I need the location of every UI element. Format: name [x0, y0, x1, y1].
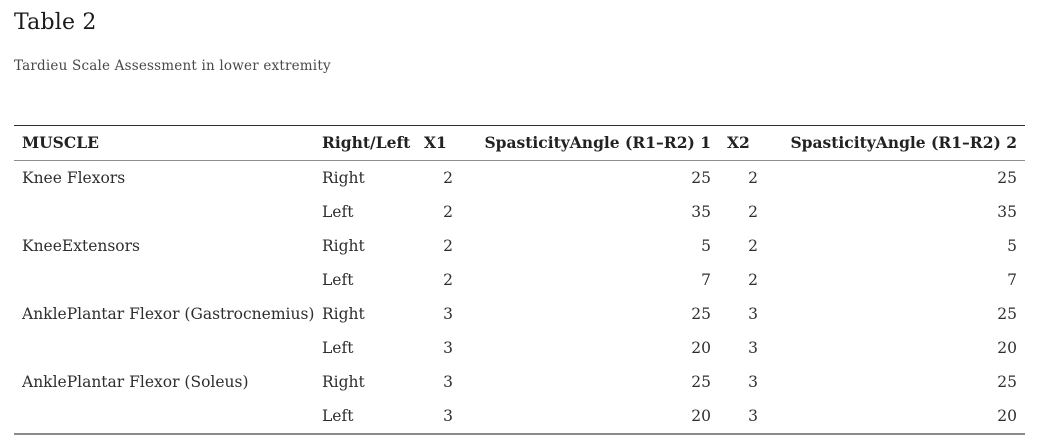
page-title: Table 2: [14, 10, 97, 35]
cell-x2: 3: [748, 339, 758, 357]
table-row: Left 3 20 3 20: [14, 399, 1025, 434]
cell-muscle: [14, 331, 322, 365]
column-header-muscle: MUSCLE: [14, 125, 322, 161]
tardieu-scale-table: MUSCLE Right/Left X1 SpasticityAngle (R1…: [14, 125, 1025, 435]
cell-side: Left: [322, 339, 354, 357]
cell-x2: 2: [748, 169, 758, 187]
cell-spasticity-angle-2: 5: [1007, 237, 1017, 255]
cell-x1: 2: [443, 237, 453, 255]
cell-spasticity-angle-2: 20: [997, 407, 1017, 425]
cell-side: Right: [322, 237, 365, 255]
cell-spasticity-angle-1: 20: [691, 339, 711, 357]
cell-spasticity-angle-2: 25: [997, 305, 1017, 323]
cell-spasticity-angle-1: 20: [691, 407, 711, 425]
table-row: Left 2 35 2 35: [14, 195, 1025, 229]
cell-x1: 2: [443, 169, 453, 187]
cell-x2: 3: [748, 373, 758, 391]
table-row: AnklePlantar Flexor (Gastrocnemius) Righ…: [14, 297, 1025, 331]
cell-spasticity-angle-2: 7: [1007, 271, 1017, 289]
table-header: MUSCLE Right/Left X1 SpasticityAngle (R1…: [14, 125, 1025, 161]
column-header-spasticity-angle-2: SpasticityAngle (R1–R2) 2: [767, 125, 1025, 161]
cell-x1: 2: [443, 203, 453, 221]
cell-x1: 3: [443, 373, 453, 391]
table-body: Knee Flexors Right 2 25 2 25 Left 2 35 2…: [14, 161, 1025, 435]
cell-x1: 2: [443, 271, 453, 289]
cell-x1: 3: [443, 305, 453, 323]
cell-x2: 2: [748, 203, 758, 221]
header-row: MUSCLE Right/Left X1 SpasticityAngle (R1…: [14, 125, 1025, 161]
cell-side: Right: [322, 373, 365, 391]
cell-spasticity-angle-2: 35: [997, 203, 1017, 221]
table-row: AnklePlantar Flexor (Soleus) Right 3 25 …: [14, 365, 1025, 399]
column-header-x1: X1: [424, 125, 462, 161]
cell-spasticity-angle-1: 25: [691, 305, 711, 323]
table-row: Left 3 20 3 20: [14, 331, 1025, 365]
table-row: Knee Flexors Right 2 25 2 25: [14, 161, 1025, 196]
cell-x2: 2: [748, 237, 758, 255]
cell-spasticity-angle-1: 25: [691, 373, 711, 391]
cell-side: Left: [322, 271, 354, 289]
cell-spasticity-angle-2: 20: [997, 339, 1017, 357]
cell-x2: 3: [748, 305, 758, 323]
cell-side: Right: [322, 169, 365, 187]
cell-spasticity-angle-1: 25: [691, 169, 711, 187]
cell-spasticity-angle-2: 25: [997, 373, 1017, 391]
cell-muscle: AnklePlantar Flexor (Gastrocnemius): [22, 305, 315, 323]
column-header-x2: X2: [712, 125, 767, 161]
table-caption: Tardieu Scale Assessment in lower extrem…: [14, 58, 331, 74]
cell-muscle: [14, 195, 322, 229]
cell-side: Left: [322, 407, 354, 425]
cell-spasticity-angle-1: 35: [691, 203, 711, 221]
table-row: Left 2 7 2 7: [14, 263, 1025, 297]
cell-muscle: [14, 263, 322, 297]
cell-muscle: KneeExtensors: [22, 237, 140, 255]
cell-muscle: [14, 399, 322, 434]
cell-side: Left: [322, 203, 354, 221]
cell-side: Right: [322, 305, 365, 323]
cell-x1: 3: [443, 339, 453, 357]
cell-muscle: Knee Flexors: [22, 169, 126, 187]
column-header-spasticity-angle-1: SpasticityAngle (R1–R2) 1: [462, 125, 712, 161]
cell-x2: 2: [748, 271, 758, 289]
cell-spasticity-angle-1: 5: [701, 237, 711, 255]
cell-muscle: AnklePlantar Flexor (Soleus): [22, 373, 249, 391]
column-header-right-left: Right/Left: [322, 125, 424, 161]
cell-spasticity-angle-2: 25: [997, 169, 1017, 187]
cell-x1: 3: [443, 407, 453, 425]
cell-x2: 3: [748, 407, 758, 425]
cell-spasticity-angle-1: 7: [701, 271, 711, 289]
table-row: KneeExtensors Right 2 5 2 5: [14, 229, 1025, 263]
